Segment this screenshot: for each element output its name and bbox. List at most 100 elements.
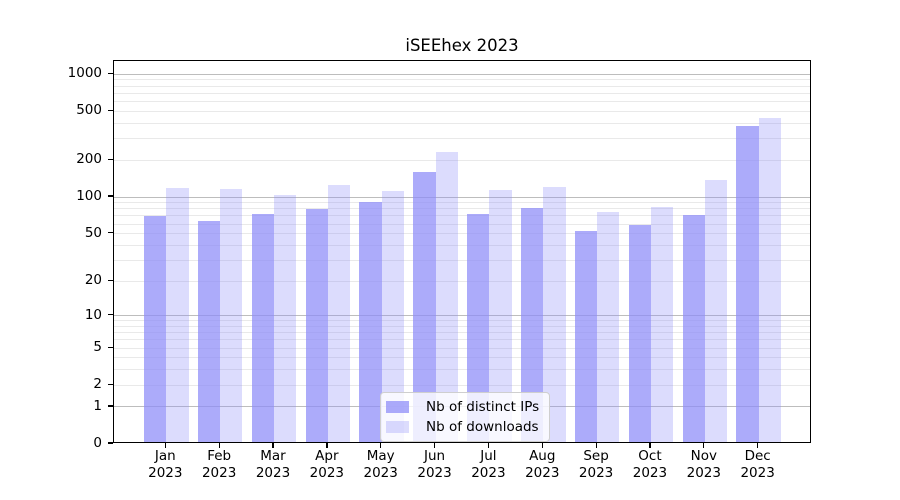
- gridline-minor: [114, 101, 810, 103]
- legend-entry-distinct-ips: Nb of distinct IPs: [386, 398, 539, 416]
- gridline-minor: [114, 92, 810, 94]
- gridline-minor: [114, 384, 810, 386]
- y-tick: [108, 72, 113, 75]
- x-tick: [541, 443, 543, 448]
- legend-label: Nb of downloads: [426, 419, 539, 435]
- x-tick-label: Feb 2023: [201, 448, 237, 481]
- x-tick-label: Jun 2023: [417, 448, 452, 481]
- x-tick: [164, 443, 166, 448]
- y-tick: [108, 383, 113, 385]
- y-tick-label: 100: [76, 188, 102, 205]
- plot-area: Nb of distinct IPs Nb of downloads: [113, 60, 811, 443]
- legend-swatch-downloads: [386, 420, 409, 434]
- gridline-minor: [114, 138, 810, 140]
- bar-downloads-mar: [274, 195, 297, 442]
- gridline-minor: [114, 85, 810, 87]
- y-tick-label: 50: [84, 224, 102, 241]
- x-tick-label: May 2023: [363, 448, 398, 481]
- x-tick-label: Jul 2023: [471, 448, 506, 481]
- legend-entry-downloads: Nb of downloads: [386, 418, 539, 436]
- bar-downloads-may: [381, 191, 404, 442]
- x-tick-label: Oct 2023: [632, 448, 668, 481]
- x-tick: [595, 443, 597, 448]
- bar-distinct-ips-apr: [305, 208, 328, 442]
- y-tick-label: 200: [76, 151, 102, 168]
- gridline-major: [114, 73, 810, 75]
- bar-downloads-jun: [435, 151, 458, 442]
- y-tick: [108, 195, 113, 197]
- gridline-minor: [114, 320, 810, 322]
- bar-distinct-ips-may: [359, 202, 382, 442]
- x-tick: [433, 443, 436, 448]
- x-tick: [380, 443, 382, 448]
- y-tick: [108, 158, 113, 160]
- gridline-minor: [114, 223, 810, 225]
- bar-downloads-jul: [489, 190, 512, 442]
- x-tick-label: Aug 2023: [525, 448, 560, 481]
- bar-distinct-ips-nov: [682, 215, 705, 442]
- bar-downloads-sep: [597, 211, 620, 442]
- y-tick: [108, 405, 113, 407]
- gridline-minor: [114, 347, 810, 349]
- x-tick-label: Dec 2023: [740, 448, 775, 481]
- gridline-minor: [114, 259, 810, 261]
- y-tick-label: 2: [93, 376, 102, 393]
- gridline-major: [114, 196, 810, 198]
- gridline-minor: [114, 325, 810, 327]
- bar-downloads-oct: [650, 206, 674, 442]
- bar-downloads-feb: [220, 189, 243, 442]
- y-tick-label: 1: [93, 397, 102, 414]
- bar-downloads-dec: [758, 118, 781, 442]
- bar-distinct-ips-mar: [251, 213, 274, 442]
- x-tick-label: Apr 2023: [309, 448, 345, 481]
- chart-title: iSEEhex 2023: [405, 36, 519, 55]
- bar-distinct-ips-jun: [413, 171, 436, 442]
- bar-distinct-ips-jan: [144, 216, 167, 442]
- bars-layer: [114, 61, 810, 442]
- x-tick-label: Sep 2023: [578, 448, 614, 481]
- bar-downloads-apr: [327, 184, 351, 442]
- x-tick: [218, 443, 220, 448]
- gridline-major: [114, 315, 810, 317]
- y-tick-label: 5: [93, 339, 102, 356]
- gridline-minor: [114, 208, 810, 210]
- y-tick: [108, 232, 113, 234]
- gridline-minor: [114, 122, 810, 124]
- x-tick: [487, 443, 490, 448]
- y-tick: [108, 109, 113, 112]
- gridlines-layer: [114, 61, 810, 442]
- bar-distinct-ips-jul: [467, 213, 490, 442]
- bar-downloads-jan: [166, 188, 189, 442]
- gridline-minor: [114, 159, 810, 161]
- gridline-minor: [114, 215, 810, 217]
- x-tick-label: Jan 2023: [148, 448, 183, 481]
- y-tick: [108, 314, 113, 316]
- legend-swatch-distinct-ips: [386, 400, 409, 414]
- gridline-minor: [114, 244, 810, 246]
- x-tick: [757, 443, 759, 448]
- x-tick: [326, 443, 328, 448]
- gridline-minor: [114, 332, 810, 334]
- y-tick-label: 20: [84, 272, 102, 289]
- y-tick-label: 500: [76, 102, 102, 119]
- gridline-minor: [114, 233, 810, 235]
- gridline-minor: [114, 357, 810, 359]
- gridline-minor: [114, 280, 810, 282]
- gridline-minor: [114, 369, 810, 371]
- x-tick: [649, 443, 651, 448]
- bar-distinct-ips-oct: [628, 224, 651, 442]
- legend: Nb of distinct IPs Nb of downloads: [380, 392, 551, 442]
- y-tick-label: 10: [84, 306, 102, 323]
- bar-downloads-nov: [704, 179, 728, 442]
- gridline-minor: [114, 202, 810, 204]
- bar-distinct-ips-feb: [197, 221, 221, 442]
- x-tick: [272, 443, 274, 448]
- x-tick-label: Nov 2023: [686, 448, 721, 481]
- y-tick: [108, 346, 113, 348]
- y-tick: [108, 279, 113, 281]
- legend-label: Nb of distinct IPs: [426, 399, 540, 415]
- x-tick-label: Mar 2023: [255, 448, 291, 481]
- gridline-minor: [114, 110, 810, 112]
- x-tick: [703, 443, 705, 448]
